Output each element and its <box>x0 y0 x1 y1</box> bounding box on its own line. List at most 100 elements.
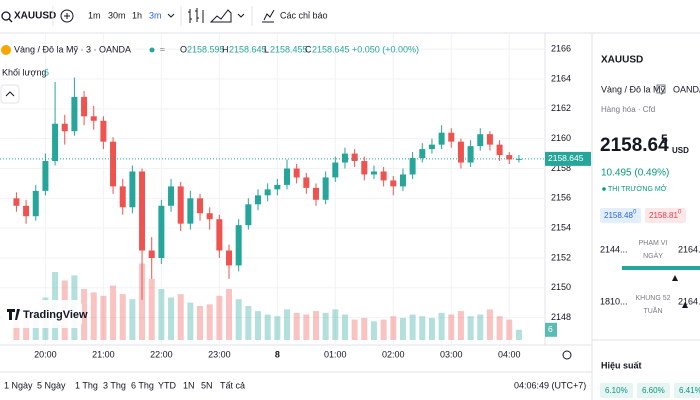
interval[interactable]: 1m <box>88 10 101 20</box>
candle-body <box>448 132 455 142</box>
indicators[interactable]: Các chỉ báo <box>280 10 328 20</box>
volume-bar <box>332 309 339 340</box>
volume-bar <box>187 302 194 340</box>
range-button[interactable]: 6 Thg <box>131 380 154 390</box>
range-button[interactable]: 5N <box>201 380 213 390</box>
x-tick-label: 03:00 <box>440 349 463 359</box>
symbol-logo <box>1 45 11 55</box>
candle-body <box>235 225 242 266</box>
performance-value: 6.10% <box>605 386 628 395</box>
candle-body <box>351 153 358 162</box>
candle-body <box>119 186 126 208</box>
y-tick-label: 2160 <box>551 133 571 143</box>
volume-bar <box>148 278 155 340</box>
range-button[interactable]: Tất cả <box>220 380 245 390</box>
volume-bar <box>264 314 271 340</box>
external-link-icon[interactable] <box>656 84 666 94</box>
volume-bar <box>158 289 165 340</box>
volume-bar <box>370 321 377 340</box>
x-tick-label: 02:00 <box>382 349 405 359</box>
volume-bar <box>119 294 126 340</box>
range-button[interactable]: YTD <box>158 380 177 390</box>
day-high: 2164... <box>678 244 700 254</box>
candle-body <box>467 146 474 163</box>
year-range-label: TUẦN <box>643 305 662 315</box>
logo-text[interactable]: TradingView <box>23 309 88 321</box>
panel-price-digit: 5 <box>661 132 668 146</box>
volume-bar <box>177 294 184 340</box>
candle-body <box>370 171 377 175</box>
volume-bar <box>129 299 136 340</box>
candle-body <box>42 161 49 191</box>
candle-body <box>197 198 204 214</box>
interval[interactable]: 30m <box>108 10 126 20</box>
performance-box <box>600 383 633 398</box>
volume-bar <box>293 312 300 340</box>
bid-sup: 0 <box>633 210 637 216</box>
volume-label: Khối lượng <box>2 67 46 77</box>
ask: 2158.81 <box>649 211 678 220</box>
collapse-button[interactable] <box>0 84 20 104</box>
range-button[interactable]: 3 Thg <box>103 380 126 390</box>
range-button[interactable]: 1N <box>183 380 195 390</box>
candle-body <box>187 198 194 224</box>
x-tick-label: 8 <box>275 349 280 359</box>
candle-body <box>100 120 107 142</box>
candle-body <box>61 123 68 132</box>
range-button[interactable]: 1 Ngày <box>4 380 33 390</box>
volume-bar <box>100 295 107 340</box>
volume-bar <box>274 316 281 340</box>
volume-bar <box>226 289 233 340</box>
year-range-label: KHUNG 52 <box>635 295 670 302</box>
volume-bar <box>303 314 310 340</box>
volume-bar <box>341 314 348 340</box>
plot: 2148 2150 2152 2154 2156 2158 2160 2162 2164 2166… <box>0 34 591 359</box>
y-tick-label: 2162 <box>551 103 571 113</box>
volume-tag: 6 <box>548 324 553 334</box>
ask-box <box>645 208 686 223</box>
volume-bar <box>283 309 290 340</box>
x-tick-label: 20:00 <box>34 349 57 359</box>
bar-type-icon[interactable] <box>188 8 204 23</box>
candle-body <box>158 205 165 258</box>
candle-body <box>419 149 426 159</box>
status-dot <box>149 47 155 53</box>
interval[interactable]: 1h <box>132 10 142 20</box>
interval-active[interactable]: 3m <box>149 10 162 20</box>
chevron[interactable] <box>237 13 245 18</box>
volume-bar <box>361 317 368 340</box>
ohlc-value: 2158.645 <box>312 44 350 54</box>
candle-body <box>390 180 397 187</box>
candle-body <box>486 134 493 145</box>
settings-icon[interactable] <box>562 350 572 360</box>
x-tick-label: 01:00 <box>324 349 347 359</box>
candle-body <box>177 186 184 224</box>
candle-body <box>129 171 136 208</box>
volume-bar <box>467 316 474 340</box>
volume-bar <box>255 311 262 340</box>
indicators-icon[interactable] <box>262 9 275 23</box>
panel-symbol: XAUUSD <box>601 55 643 66</box>
range-button[interactable]: 5 Ngày <box>37 380 66 390</box>
candle-body <box>409 158 416 175</box>
volume-bar <box>486 309 493 340</box>
range-button[interactable]: 1 Thg <box>75 380 98 390</box>
chevron[interactable] <box>167 13 175 18</box>
symbol[interactable]: XAUUSD <box>14 11 56 22</box>
y-tick-label: 2152 <box>551 252 571 262</box>
add-symbol[interactable] <box>60 9 74 23</box>
y-tick-label: 2156 <box>551 193 571 203</box>
y-tick-label: 2164 <box>551 73 571 83</box>
year-high: 2164... <box>678 296 700 306</box>
candle-body <box>71 96 78 132</box>
logo-mark <box>7 309 20 320</box>
y-tick-label: 2154 <box>551 223 571 233</box>
collapse-icon <box>5 91 15 97</box>
search-icon[interactable] <box>1 11 11 21</box>
year-range-marker <box>682 302 688 308</box>
ohlc-value: 2158.595 <box>187 44 225 54</box>
candle-body <box>303 177 310 188</box>
volume-bar <box>477 314 484 340</box>
performance-title: Hiệu suất <box>601 360 642 370</box>
area-icon[interactable] <box>209 9 232 23</box>
